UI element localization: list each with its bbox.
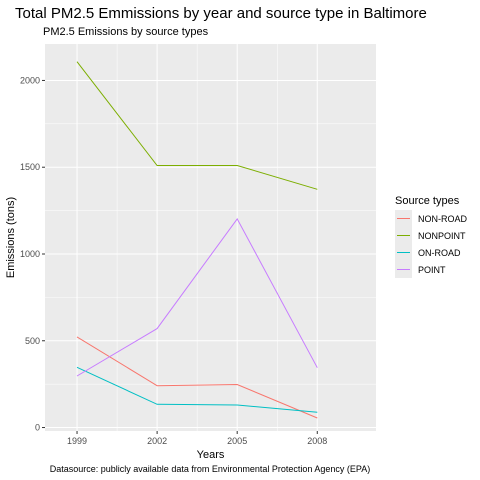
legend: Source types NON-ROAD NONPOINT ON-ROAD POIN… <box>395 195 467 278</box>
plot-panel <box>45 44 376 431</box>
y-tick-label: 2000 <box>20 75 40 85</box>
chart-caption: Datasource: publicly available data from… <box>50 464 371 474</box>
y-tick-label: 1500 <box>20 162 40 172</box>
legend-item: NONPOINT <box>395 227 466 244</box>
legend-label: ON-ROAD <box>418 248 461 258</box>
chart-title: Total PM2.5 Emmissions by year and sourc… <box>15 5 427 22</box>
x-tick-label: 1999 <box>67 436 87 446</box>
legend-item: NON-ROAD <box>395 210 467 227</box>
legend-label: POINT <box>418 265 446 275</box>
y-tick-label: 0 <box>35 423 40 433</box>
y-tick-label: 1000 <box>20 249 40 259</box>
legend-item: ON-ROAD <box>395 244 461 261</box>
legend-title: Source types <box>395 195 460 207</box>
chart-subtitle: PM2.5 Emissions by source types <box>43 26 209 38</box>
x-tick-label: 2008 <box>307 436 327 446</box>
y-axis: 0 500 1000 1500 2000 <box>20 75 45 432</box>
legend-item: POINT <box>395 261 446 278</box>
x-tick-label: 2005 <box>227 436 247 446</box>
legend-label: NONPOINT <box>418 231 466 241</box>
x-tick-label: 2002 <box>147 436 167 446</box>
legend-label: NON-ROAD <box>418 214 467 224</box>
y-tick-label: 500 <box>25 336 40 346</box>
x-axis: 1999 2002 2005 2008 <box>67 431 327 446</box>
y-axis-title: Emissions (tons) <box>5 197 17 278</box>
x-axis-title: Years <box>197 449 225 461</box>
